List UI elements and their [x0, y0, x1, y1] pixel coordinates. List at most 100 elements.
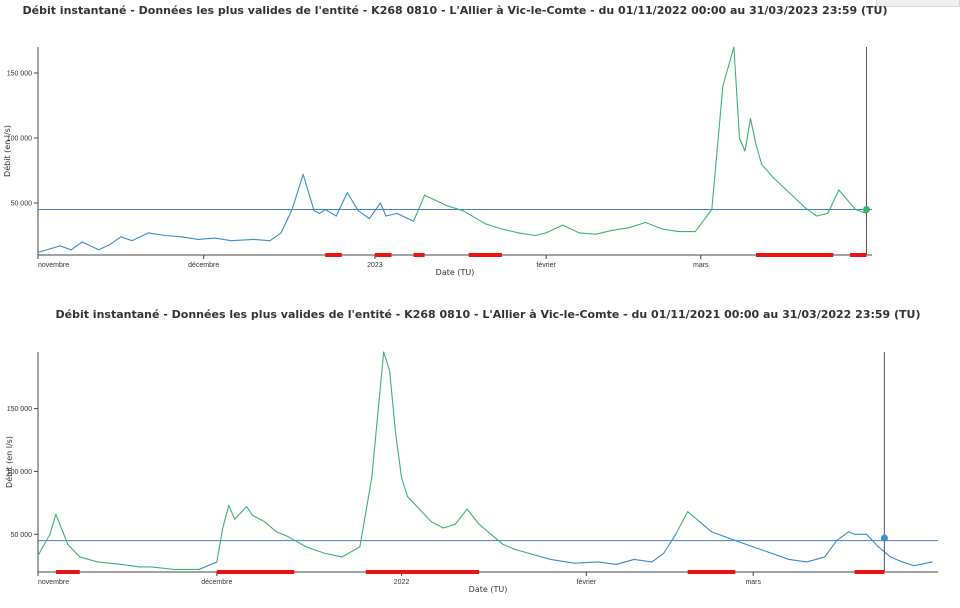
chart-1-series-segment	[661, 228, 680, 233]
chart-1-series-segment	[843, 195, 856, 211]
chart-1-series-segment	[214, 237, 232, 242]
chart-1-period-bar	[374, 253, 392, 257]
chart-1-period-bar	[849, 253, 867, 257]
chart-1-series-segment	[733, 46, 740, 139]
chart-1-x-tick-label: 2023	[367, 262, 383, 269]
chart-2-series-segment	[532, 553, 552, 560]
chart-2-cursor-point[interactable]	[880, 534, 888, 542]
chart-2-series-segment	[699, 521, 713, 533]
chart-1-series-segment	[611, 227, 630, 231]
chart-2-series-segment	[198, 561, 218, 571]
chart-2-series-segment	[383, 351, 391, 372]
chart-2-series-segment	[401, 477, 409, 498]
chart-1-series-segment	[230, 238, 254, 242]
chart-1-series-segment	[413, 194, 426, 222]
chart-2-series-segment	[37, 533, 51, 557]
chart-1-y-tick-label: 100 000	[7, 136, 32, 143]
chart-1-period-bar	[413, 253, 425, 257]
chart-2-series-segment	[120, 563, 140, 568]
chart-2-y-tick-label: 150 000	[7, 406, 32, 413]
chart-1-series-segment	[534, 232, 547, 237]
chart-2-series-segment	[228, 504, 236, 520]
chart-2-series-segment	[478, 523, 492, 535]
chart-2-series-segment	[675, 511, 689, 535]
chart-1-y-tick-label: 50 000	[11, 201, 33, 208]
chart-1-series-segment	[827, 189, 840, 214]
chart-1-series-segment	[70, 241, 83, 251]
chart-2-series-segment	[150, 566, 176, 571]
chart-1-series-segment	[760, 163, 774, 178]
chart-title-1: Débit instantané - Données les plus vali…	[22, 4, 888, 17]
chart-2-series-segment	[848, 531, 856, 535]
chart-2-series-segment	[418, 508, 432, 523]
chart-2-series-segment	[663, 533, 677, 554]
chart-1-series-segment	[335, 192, 348, 217]
chart-2-series-segment	[466, 508, 480, 525]
chart-2-series-segment	[573, 561, 599, 564]
chart-1-period-bar	[325, 253, 342, 257]
chart-1-series-segment	[738, 137, 746, 152]
chart-1-series-segment	[484, 223, 503, 230]
chart-1-series-segment	[120, 236, 133, 242]
chart-1-series-segment	[424, 194, 437, 201]
chart-1-series-segment	[98, 244, 111, 251]
chart-1-series-segment	[324, 208, 337, 217]
chart-1-y-axis-title: Débit (en l/s)	[2, 125, 12, 177]
chart-1-period-bar	[468, 253, 502, 257]
chart-2-series-segment	[97, 561, 122, 566]
chart-2-series-segment	[633, 558, 653, 563]
chart-1-series-segment	[385, 212, 398, 217]
chart-1-series-segment	[280, 208, 293, 234]
chart-1-series-segment	[131, 232, 150, 242]
chart-2-period-bar	[365, 570, 480, 574]
chart-1-series-segment	[109, 236, 122, 246]
chart-1-series-segment	[578, 232, 597, 235]
chart-1-series-segment	[396, 212, 415, 222]
chart-1-series-segment	[379, 202, 387, 217]
chart-2-y-axis-title: Débit (en l/s)	[4, 436, 14, 488]
chart-1-period-bar	[756, 253, 834, 257]
chart-1-x-tick-label: novembre	[38, 262, 69, 269]
chart-2-series-segment	[216, 527, 224, 563]
chart-1-series-segment	[749, 117, 757, 146]
chart-1-series-segment	[805, 207, 818, 217]
chart-1-cursor-point[interactable]	[862, 206, 870, 213]
chart-2-series-segment	[889, 556, 903, 563]
chart-2-series-segment	[305, 546, 325, 554]
chart-1-series-segment	[562, 224, 580, 234]
chart-1-series-segment	[628, 221, 647, 229]
chart-1-series-segment	[346, 192, 359, 212]
chart-2-series-segment	[79, 556, 99, 563]
chart-1-series-segment	[694, 208, 713, 233]
chart-2-series-segment	[55, 513, 69, 545]
chart-1-series-segment	[164, 234, 183, 238]
chart-2-series-segment	[615, 558, 635, 566]
chart-1-series-segment	[501, 228, 520, 234]
chart-2-series-segment	[913, 561, 933, 567]
chart-1-series-segment	[252, 238, 271, 242]
chart-1-series-segment	[772, 176, 790, 194]
chart-2-y-tick-label: 50 000	[11, 532, 33, 539]
chart-1-series-segment	[744, 117, 752, 152]
chart-2-series-segment	[430, 521, 444, 529]
chart-1-series-segment	[269, 232, 282, 242]
chart-2-series-segment	[597, 561, 617, 566]
chart-2-series-segment	[752, 546, 772, 554]
chart-1-series-segment	[59, 245, 72, 251]
chart-2-series-segment	[287, 536, 307, 548]
chart-2-series-segment	[67, 543, 81, 558]
chart-2-series-segment	[806, 556, 826, 563]
chart-2-series-segment	[275, 531, 289, 538]
chart-2-series-segment	[770, 552, 790, 560]
chart-2-series-segment	[901, 561, 915, 567]
chart-2-series-segment	[514, 548, 534, 555]
chart-2-series-segment	[222, 504, 230, 529]
chart-2-x-tick-label: novembre	[38, 579, 69, 586]
chart-1-series-segment	[545, 224, 564, 234]
chart-1-series-segment	[595, 229, 613, 235]
chart-2-series-segment	[687, 511, 701, 523]
chart-2-series-segment	[454, 508, 468, 525]
chart-2-period-bar	[55, 570, 80, 574]
chart-2-series-segment	[234, 506, 248, 520]
